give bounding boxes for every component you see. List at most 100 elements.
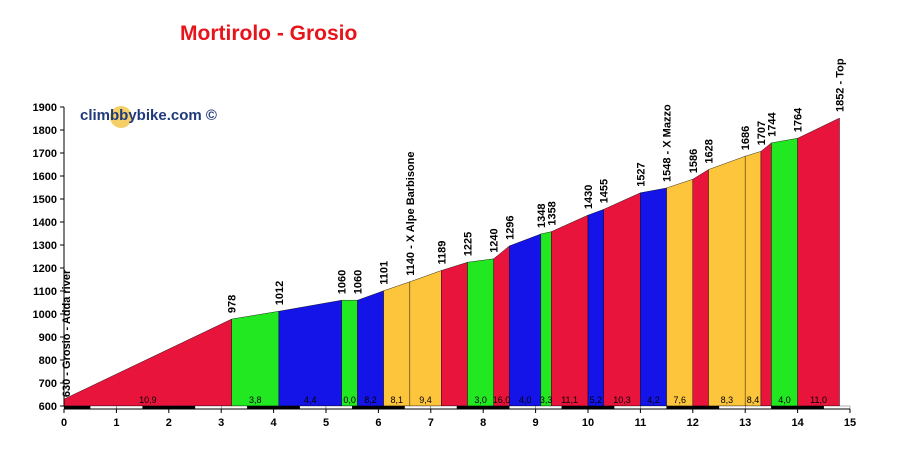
x-tick-label-12: 12 (687, 417, 699, 429)
grade-label-12: 11,1 (561, 395, 578, 405)
grade-label-21: 4,0 (778, 395, 791, 405)
y-tick-label-13: 1900 (33, 102, 57, 114)
grade-label-1: 3,8 (249, 395, 262, 405)
x-tick-label-7: 7 (428, 417, 434, 429)
x-tick-label-11: 11 (635, 417, 647, 429)
point-label-9: 1240 (489, 228, 501, 252)
segment-2 (278, 299, 342, 407)
grade-label-2: 4,4 (304, 395, 317, 405)
segment-10 (509, 233, 542, 407)
segment-11 (540, 231, 552, 407)
y-tick-label-11: 1700 (33, 148, 57, 160)
y-tick-label-4: 1000 (33, 309, 57, 321)
grade-label-0: 10,9 (139, 395, 157, 405)
y-tick-label-8: 1400 (33, 217, 57, 229)
y-tick-label-12: 1800 (33, 125, 57, 137)
point-label-10: 1296 (504, 215, 516, 239)
segment-12 (551, 214, 589, 407)
grade-label-16: 7,6 (673, 395, 686, 405)
grade-label-15: 4,2 (647, 395, 660, 405)
point-label-16: 1548 - X Mazzo (662, 104, 674, 182)
chart-title: Mortirolo - Grosio (180, 22, 358, 45)
point-label-1: 978 (227, 295, 239, 313)
point-label-0: 630 - Grosio - Adda river (61, 269, 73, 397)
point-label-12: 1358 (546, 201, 558, 225)
grade-label-19: 8,4 (747, 395, 760, 405)
x-tick-label-13: 13 (739, 417, 751, 429)
point-label-5: 1101 (379, 261, 391, 285)
cyclist-logo-icon (110, 106, 132, 128)
segment-20 (760, 142, 772, 407)
grade-label-5: 8,1 (390, 395, 403, 405)
x-tick-label-14: 14 (791, 417, 804, 429)
x-tick-label-9: 9 (533, 417, 539, 429)
point-label-8: 1225 (462, 232, 474, 256)
segment-8 (467, 258, 494, 407)
point-label-20: 1707 (756, 121, 768, 145)
point-label-21: 1744 (766, 112, 778, 137)
point-label-14: 1455 (599, 179, 611, 203)
segment-9 (493, 245, 510, 407)
y-tick-label-6: 1200 (33, 263, 57, 275)
brand-watermark: climbbybike.com © (80, 107, 217, 124)
point-label-22: 1764 (793, 107, 805, 132)
y-tick-label-5: 1100 (33, 286, 57, 298)
y-tick-label-2: 800 (39, 355, 57, 367)
grade-label-9: 16,0 (493, 395, 511, 405)
point-label-3: 1060 (337, 270, 349, 294)
y-tick-label-0: 600 (39, 401, 57, 413)
point-label-11: 1348 (536, 203, 548, 227)
x-tick-label-6: 6 (375, 417, 381, 429)
y-tick-label-7: 1300 (33, 240, 57, 252)
point-label-18: 1628 (704, 139, 716, 163)
segment-18 (708, 155, 746, 407)
segment-7 (441, 261, 468, 407)
grade-label-18: 8,3 (721, 395, 734, 405)
segment-21 (771, 138, 798, 407)
segment-17 (692, 169, 709, 407)
grade-label-4: 8,2 (364, 395, 377, 405)
segment-1 (231, 311, 280, 407)
x-tick-label-8: 8 (480, 417, 486, 429)
segment-15 (640, 187, 667, 407)
segment-13 (587, 209, 604, 407)
x-tick-label-5: 5 (323, 417, 329, 429)
grade-label-22: 11,0 (810, 395, 827, 405)
x-tick-label-15: 15 (844, 417, 856, 429)
point-label-17: 1586 (688, 149, 700, 173)
point-label-6: 1140 - X Alpe Barbisone (405, 151, 417, 275)
point-label-4: 1060 (352, 270, 364, 294)
point-label-13: 1430 (583, 185, 595, 209)
y-tick-label-1: 700 (39, 378, 57, 390)
segment-3 (341, 300, 358, 407)
x-tick-label-3: 3 (218, 417, 224, 429)
y-tick-label-9: 1500 (33, 194, 57, 206)
point-label-2: 1012 (274, 281, 286, 305)
y-tick-label-3: 900 (39, 332, 57, 344)
grade-label-10: 4,0 (519, 395, 532, 405)
grade-label-14: 10,3 (613, 395, 631, 405)
segment-6 (409, 270, 442, 407)
segment-22 (797, 117, 840, 407)
grade-label-13: 5,2 (590, 395, 603, 405)
segment-14 (603, 192, 641, 407)
point-label-19: 1686 (740, 126, 752, 150)
segment-0 (63, 318, 232, 407)
y-tick-label-10: 1600 (33, 171, 57, 183)
segment-5 (383, 281, 411, 407)
x-tick-label-4: 4 (271, 417, 278, 429)
x-tick-label-10: 10 (582, 417, 594, 429)
grade-label-6: 9,4 (419, 395, 432, 405)
point-label-23: 1852 - Top (835, 58, 847, 112)
segment-19 (745, 151, 762, 407)
segment-4 (357, 290, 384, 407)
grade-label-8: 3,0 (474, 395, 487, 405)
grade-label-3: 0,0 (343, 395, 356, 405)
segment-16 (666, 178, 693, 407)
x-tick-label-0: 0 (61, 417, 67, 429)
x-tick-label-2: 2 (166, 417, 172, 429)
x-tick-label-1: 1 (113, 417, 119, 429)
point-label-7: 1189 (436, 241, 448, 265)
point-label-15: 1527 (635, 162, 647, 186)
